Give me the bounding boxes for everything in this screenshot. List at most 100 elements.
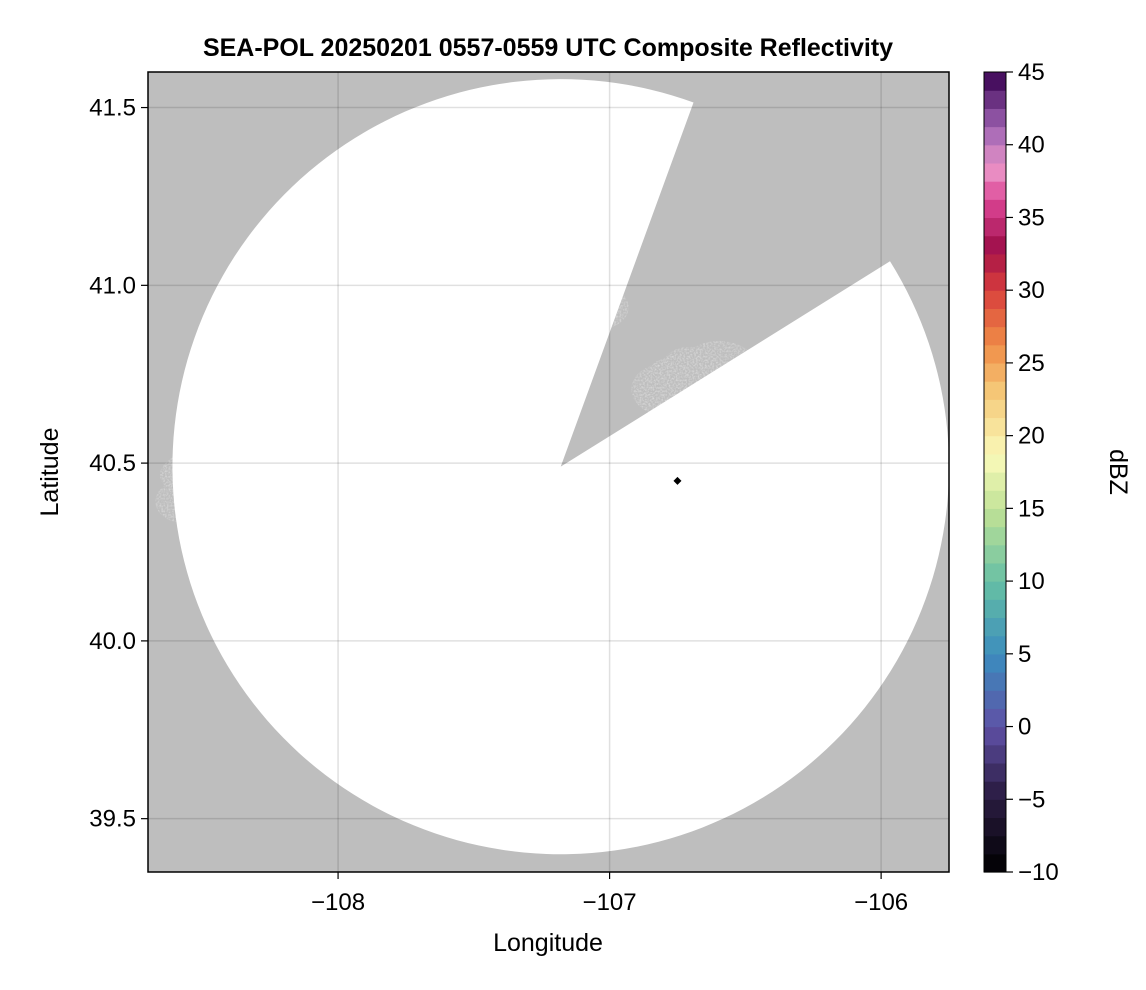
echo-layer [155, 216, 761, 593]
y-tick-label: 39.5 [89, 806, 136, 833]
colorbar-tick-label: 15 [1018, 495, 1045, 522]
echo-blob [438, 300, 488, 338]
echo-cell [375, 473, 507, 556]
plot-area [147, 71, 950, 873]
echo-cell [235, 413, 377, 502]
echo-blob [458, 249, 503, 283]
radar-site-marker [673, 476, 682, 485]
colorbar-segment [984, 617, 1006, 637]
colorbar-segment [984, 362, 1006, 382]
colorbar-tick-label: 30 [1018, 277, 1045, 304]
colorbar-tick-label: 40 [1018, 132, 1045, 159]
colorbar-segment [984, 199, 1006, 219]
colorbar-tick-label: 20 [1018, 423, 1045, 450]
colorbar-segment [984, 90, 1006, 109]
y-tick-label: 40.0 [89, 628, 136, 655]
colorbar-tick-label: 10 [1018, 568, 1045, 595]
echo-blob [286, 541, 337, 580]
plot-frame [147, 71, 950, 873]
echo-blob [252, 525, 285, 550]
colorbar-segment [984, 253, 1006, 273]
colorbar-segment [984, 672, 1006, 691]
colorbar-segment [984, 272, 1006, 291]
y-tick-label: 41.5 [89, 95, 136, 122]
colorbar-segment [984, 635, 1006, 655]
radar-coverage-area [172, 79, 949, 855]
echo-blob [427, 442, 469, 475]
colorbar-segment [984, 344, 1006, 364]
echo-cell [631, 340, 761, 437]
colorbar-segment [984, 435, 1006, 455]
colorbar-segment [984, 508, 1006, 528]
echo-blob [657, 352, 708, 392]
echo-cell [229, 502, 367, 593]
echo-blob [209, 436, 270, 483]
colorbar-frame [983, 71, 1007, 873]
echo-blob [160, 457, 206, 492]
colorbar-segment [984, 744, 1006, 764]
colorbar-segment [984, 544, 1006, 564]
colorbar-tick-label: 0 [1018, 714, 1031, 741]
colorbar-tick-label: 35 [1018, 204, 1045, 231]
colorbar-segment [984, 472, 1006, 491]
colorbar [983, 71, 1007, 873]
colorbar-segment [984, 290, 1006, 309]
colorbar-segment [984, 653, 1006, 673]
chart-title: SEA-POL 20250201 0557-0559 UTC Composite… [203, 34, 893, 62]
colorbar-segment [984, 72, 1006, 91]
y-axis: 39.5 40.0 40.5 41.0 41.5 [89, 95, 148, 833]
colorbar-segment [984, 381, 1006, 400]
colorbar-ticks: −10 −5 0 5 10 15 20 25 30 35 40 45 [1006, 59, 1059, 886]
echo-blob [635, 379, 679, 413]
colorbar-segment [984, 217, 1006, 237]
x-tick-label: −106 [854, 889, 908, 916]
x-axis-label: Longitude [493, 929, 603, 957]
grid-lines [148, 72, 949, 872]
echo-blob [506, 319, 553, 355]
colorbar-tick-label: 5 [1018, 641, 1031, 668]
colorbar-segment [984, 144, 1006, 164]
colorbar-segment [984, 126, 1006, 146]
colorbar-tick-label: 45 [1018, 59, 1045, 86]
y-axis-label: Latitude [36, 428, 64, 517]
x-tick-label: −107 [583, 889, 637, 916]
x-axis: −108 −107 −106 [311, 872, 908, 916]
colorbar-segment [984, 181, 1006, 200]
colorbar-tick-label: −10 [1018, 859, 1059, 886]
colorbar-segment [984, 817, 1006, 837]
colorbar-label: dBZ [1104, 449, 1132, 495]
colorbar-segment [984, 835, 1006, 855]
echo-blob [411, 217, 468, 261]
colorbar-segment [984, 690, 1006, 709]
colorbar-segment [984, 453, 1006, 473]
colorbar-segment [984, 326, 1006, 346]
colorbar-segment [984, 762, 1006, 782]
colorbar-segment [984, 581, 1006, 600]
y-tick-label: 41.0 [89, 272, 136, 299]
echo-cell [406, 216, 539, 295]
colorbar-segment [984, 399, 1006, 419]
echo-blob [572, 286, 629, 329]
colorbar-segment [984, 526, 1006, 546]
colorbar-tick-label: 25 [1018, 350, 1045, 377]
colorbar-segment [984, 162, 1006, 182]
echo-blob [375, 489, 453, 549]
colorbar-segment [984, 781, 1006, 800]
colorbar-segment [984, 799, 1006, 819]
colorbar-segment [984, 417, 1006, 437]
colorbar-segment [984, 235, 1006, 255]
x-tick-label: −108 [311, 889, 365, 916]
echo-blob [678, 340, 760, 404]
colorbar-segment [984, 308, 1006, 328]
colorbar-segment [984, 108, 1006, 128]
echo-blob [276, 417, 341, 467]
echo-blob [379, 413, 419, 444]
colorbar-segment [984, 708, 1006, 728]
colorbar-segment [984, 726, 1006, 746]
colorbar-segment [984, 853, 1006, 873]
echo-cell [373, 266, 488, 351]
colorbar-tick-label: −5 [1018, 786, 1045, 813]
colorbar-segment [984, 562, 1006, 582]
y-tick-label: 40.5 [89, 450, 136, 477]
